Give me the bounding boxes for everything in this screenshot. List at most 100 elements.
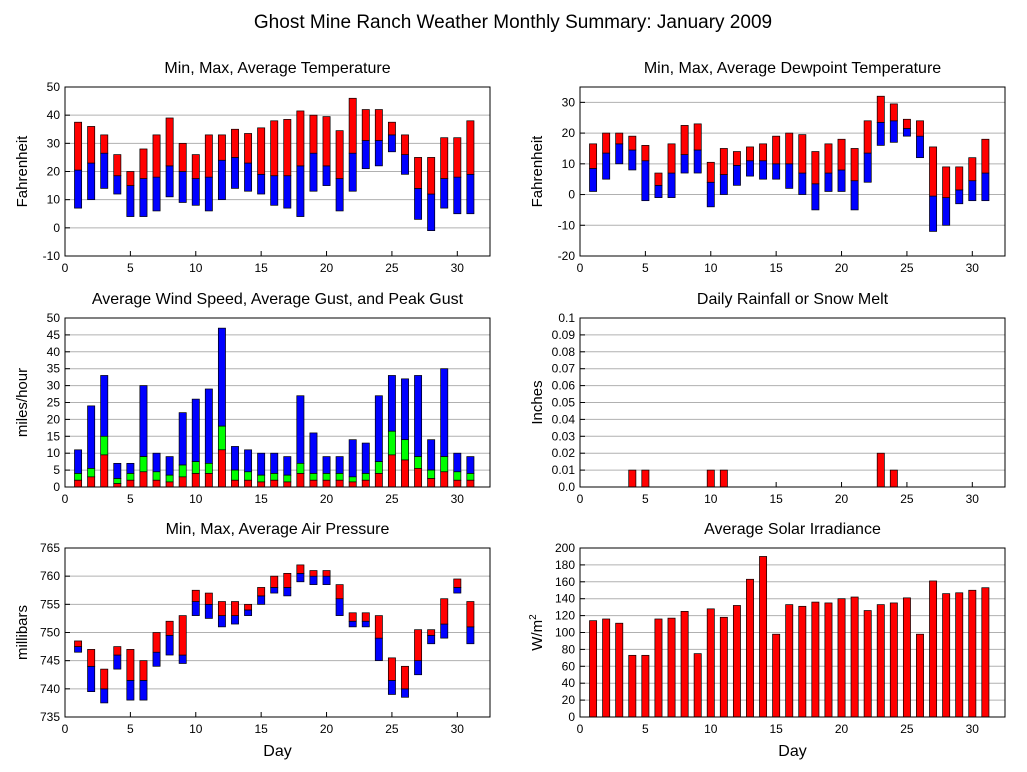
bar-avg-max [191,589,200,602]
bar-min-avg [863,152,872,183]
chart-wind: Average Wind Speed, Average Gust, and Pe… [14,291,491,506]
bar-avg-max [178,142,187,172]
bar-avg-gust [165,474,174,483]
bar-min-avg [322,575,331,585]
bar-value [706,608,715,718]
bar-avg-gust [87,468,96,478]
chart-temp: Min, Max, Average Temperature-1001020304… [14,60,491,275]
bar-avg-speed [453,479,462,488]
bar-avg-max [628,135,637,151]
bar-value [654,618,663,718]
bar-min-avg [693,149,702,174]
bar-peak-gust [244,449,253,473]
bar-value [628,469,637,488]
x-tick-label: 15 [769,722,783,736]
y-tick-label: 40 [47,345,61,359]
bar-avg-gust [126,473,135,481]
chart-pressure: Min, Max, Average Air Pressure 735 740 745 7… [14,521,491,760]
bar-avg-speed [74,479,83,488]
bar-peak-gust [387,375,396,432]
bar-peak-gust [309,432,318,474]
y-tick-label: 20 [562,693,576,707]
y-tick-label: 0.1 [558,311,575,325]
bar-avg-max [772,135,781,165]
bar-min-avg [87,162,96,201]
bar-avg-max [401,665,409,690]
bar-min-avg [152,176,161,212]
bar-min-avg [309,152,318,192]
bar-group [589,95,990,232]
bar-avg-gust [100,435,109,456]
bar-peak-gust [322,456,331,474]
bar-value [889,602,898,718]
bar-avg-gust [257,474,266,483]
bar-avg-speed [191,473,200,488]
bar-avg-speed [348,481,357,488]
bar-avg-gust [231,469,239,481]
bar-value [850,596,859,718]
y-tick-label: 0 [53,221,60,235]
bar-avg-max [126,171,135,186]
bar-avg-max [296,110,305,167]
bar-avg-max [139,660,148,681]
bar-avg-max [361,109,370,141]
bar-avg-gust [374,461,383,474]
bar-min-avg [811,183,820,211]
bar-min-avg [401,688,409,698]
x-tick-label: 0 [577,261,584,275]
bar-peak-gust [401,378,409,441]
x-tick-label: 30 [451,492,465,506]
y-tick-label: 140 [555,592,575,606]
chart-solar: Average Solar Irradiance0204060801001201… [528,521,1006,760]
bar-min-avg [231,157,239,189]
bar-avg-max [348,612,357,622]
bar-min-avg [113,654,122,670]
bar-avg-max [139,148,148,179]
x-tick-label: 25 [385,492,399,506]
bar-value [628,654,637,718]
bar-peak-gust [178,412,187,466]
bar-avg-max [335,130,344,179]
bar-avg-gust [217,425,226,451]
y-tick-label: 0.03 [552,429,576,443]
bar-peak-gust [74,449,83,474]
bar-avg-speed [414,468,423,488]
bar-min-avg [466,626,475,645]
bar-min-avg [257,595,266,605]
bar-avg-max [693,123,702,151]
bar-avg-max [589,143,598,169]
chart-rain: Daily Rainfall or Snow Melt 0.0 0.01 0.02 0.… [529,291,1006,506]
y-tick-label: 50 [47,80,61,94]
bar-value [641,654,650,718]
bar-value [667,617,676,718]
bar-avg-max [706,161,715,183]
x-tick-label: 15 [254,722,268,736]
y-tick-label: 0.02 [552,446,576,460]
bar-value [772,633,781,718]
bar-min-avg [876,121,885,146]
bar-peak-gust [440,368,449,457]
bar-peak-gust [126,462,135,474]
bar-avg-gust [453,471,462,481]
x-tick-label: 30 [451,722,465,736]
x-tick-label: 25 [900,492,914,506]
y-axis-label-sup: 2 [528,614,539,620]
y-tick-label: 20 [47,412,61,426]
y-tick-label: 0.08 [552,345,576,359]
bar-peak-gust [348,439,357,478]
bar-min-avg [466,173,475,215]
bar-min-avg [126,185,135,217]
bar-avg-gust [74,473,83,481]
bar-min-avg [641,160,650,202]
bar-avg-speed [139,471,148,488]
bar-min-avg [100,688,109,704]
bar-avg-speed [178,476,187,488]
bar-min-avg [387,134,396,153]
bar-avg-max [204,134,213,178]
bar-min-avg [929,195,938,232]
bar-avg-max [387,121,396,136]
bar-min-avg [165,165,174,198]
y-tick-label: 0.06 [552,379,576,393]
bar-avg-gust [283,474,292,483]
bar-min-avg [217,159,226,201]
